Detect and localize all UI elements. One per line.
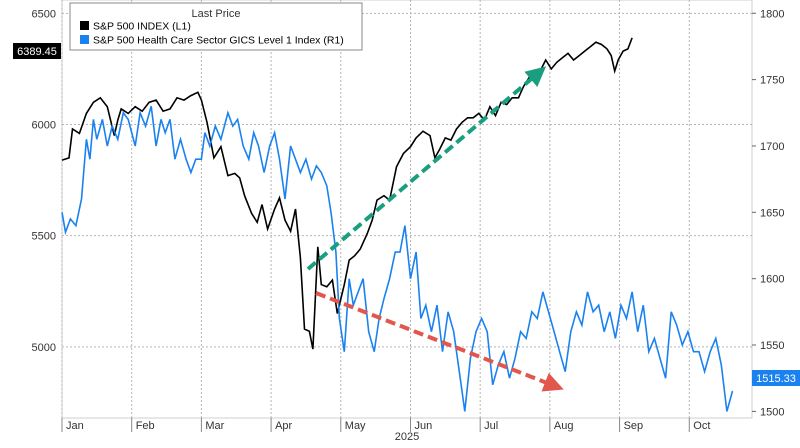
x-axis-tick-label: Oct <box>693 420 710 432</box>
x-axis-tick-label: Feb <box>136 420 155 432</box>
x-axis-tick-label: Mar <box>205 420 224 432</box>
x-axis-tick-label: Apr <box>275 420 292 432</box>
right-axis-tick-label: 1800 <box>760 8 784 20</box>
x-axis-tick-label: May <box>345 420 366 432</box>
trend-arrow-up <box>306 66 547 271</box>
x-axis-tick-label: Jul <box>484 420 498 432</box>
left-axis-tick-label: 6500 <box>32 8 56 20</box>
legend-entry-sp500: S&P 500 INDEX (L1) <box>93 21 191 33</box>
legend-header: Last Price <box>192 8 241 20</box>
right-axis-tick-label: 1700 <box>760 141 784 153</box>
last-price-left-label: 6389.45 <box>17 46 57 58</box>
right-axis-tick-label: 1500 <box>760 406 784 418</box>
x-axis-year-label: 2025 <box>395 431 419 443</box>
x-axis-tick-label: Jun <box>414 420 432 432</box>
last-price-right-label: 1515.33 <box>756 373 796 385</box>
series-line-healthcare <box>61 105 734 412</box>
right-axis-tick-label: 1600 <box>760 274 784 286</box>
right-axis-tick-label: 1750 <box>760 75 784 87</box>
last-price-badge-left: 6389.45 <box>13 43 61 59</box>
left-axis-tick-label: 5500 <box>32 231 56 243</box>
legend-swatch-healthcare <box>80 35 89 44</box>
legend: Last Price S&P 500 INDEX (L1) S&P 500 He… <box>69 2 363 51</box>
right-axis-tick-label: 1550 <box>760 340 784 352</box>
last-price-badge-right: 1515.33 <box>752 370 800 386</box>
x-axis-tick-label: Aug <box>554 420 574 432</box>
plot-area <box>61 0 753 419</box>
x-axis-tick-label: Jan <box>66 420 84 432</box>
right-axis-tick-label: 1650 <box>760 207 784 219</box>
x-axis-tick-label: Sep <box>624 420 644 432</box>
legend-entry-healthcare: S&P 500 Health Care Sector GICS Level 1 … <box>93 35 344 47</box>
series-line-sp500 <box>61 37 633 350</box>
left-axis-tick-label: 6000 <box>32 120 56 132</box>
legend-swatch-sp500 <box>80 21 89 30</box>
left-axis-tick-label: 5000 <box>32 342 56 354</box>
trend-arrow-down <box>315 291 564 392</box>
